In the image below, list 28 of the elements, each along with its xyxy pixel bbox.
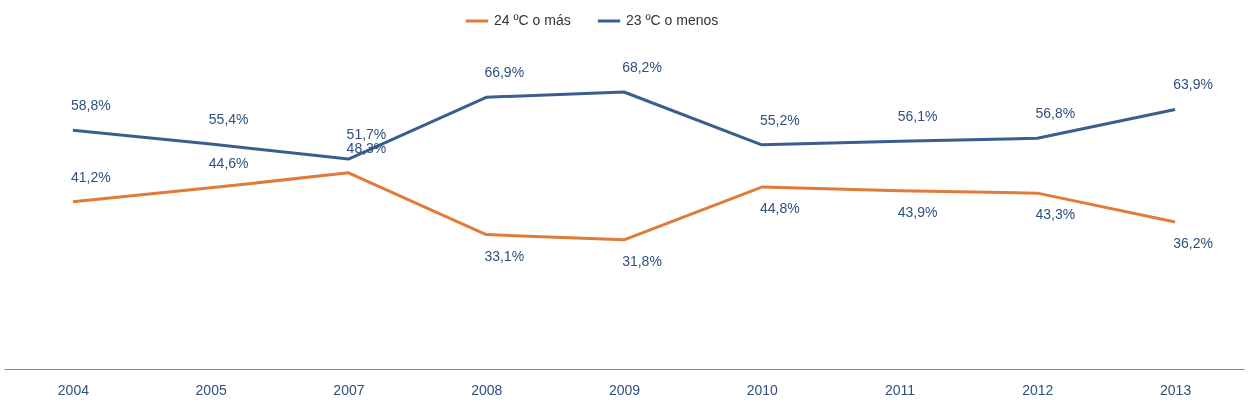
x-tick-label: 2010 <box>746 381 779 398</box>
data-label: 41,2% <box>71 168 111 185</box>
data-label: 43,9% <box>897 203 938 220</box>
data-label: 63,9% <box>1173 76 1213 93</box>
data-label: 31,8% <box>622 252 662 269</box>
x-tick-label: 2012 <box>1022 381 1054 398</box>
data-label: 55,4% <box>208 110 249 127</box>
legend-label: 23 ºC o menos <box>626 12 719 28</box>
data-label: 68,2% <box>622 59 662 75</box>
x-tick-label: 2007 <box>333 381 365 398</box>
data-label: 56,1% <box>897 108 938 125</box>
data-label: 33,1% <box>484 247 525 264</box>
data-label: 66,9% <box>484 64 525 81</box>
x-tick-label: 2011 <box>885 381 916 398</box>
data-label: 58,8% <box>71 97 111 114</box>
data-label: 51,7% <box>346 126 387 143</box>
x-tick-label: 2013 <box>1160 381 1192 398</box>
x-tick-label: 2008 <box>471 381 503 398</box>
data-label: 44,6% <box>208 154 249 171</box>
x-tick-label: 2009 <box>608 381 641 398</box>
x-tick-label: 2005 <box>195 381 227 398</box>
legend-label: 24 ºC o más <box>494 12 571 28</box>
data-label: 55,2% <box>759 111 800 128</box>
data-label: 56,8% <box>1035 105 1076 122</box>
data-label: 43,3% <box>1035 206 1076 223</box>
data-label: 44,8% <box>759 200 800 217</box>
x-tick-label: 2004 <box>57 381 90 398</box>
data-label: 36,2% <box>1173 234 1213 251</box>
